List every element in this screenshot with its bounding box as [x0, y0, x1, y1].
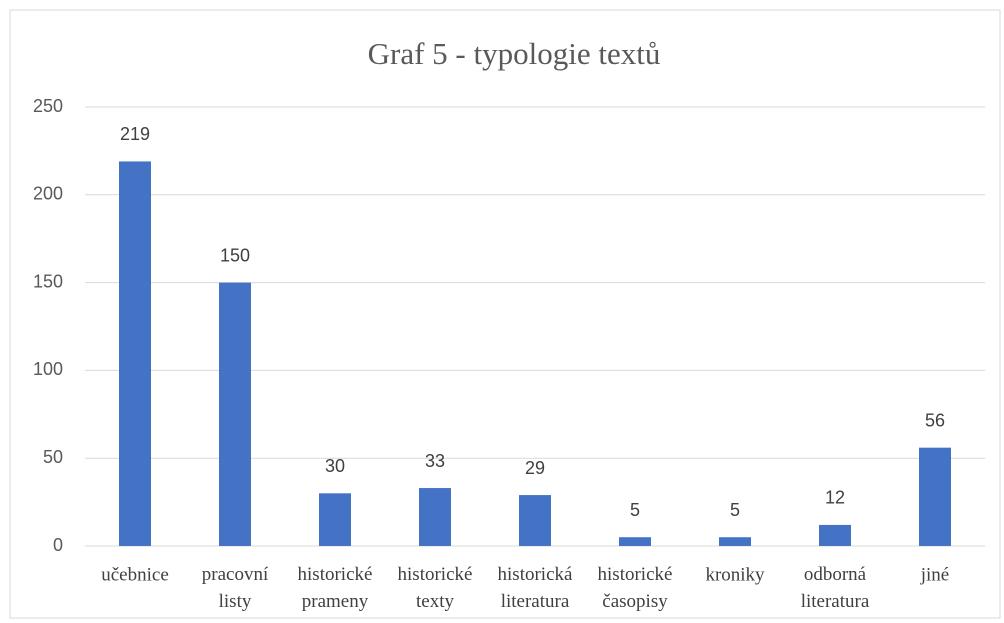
- bar: [619, 537, 651, 546]
- value-label: 5: [730, 500, 740, 520]
- value-label: 150: [220, 245, 250, 265]
- x-tick-label: historická literatura: [498, 564, 573, 612]
- x-tick-label: historické texty: [398, 564, 473, 612]
- x-tick-label: jiné: [920, 564, 950, 585]
- x-tick-label: historické časopisy: [598, 564, 673, 612]
- bar: [219, 282, 251, 546]
- bar: [419, 488, 451, 546]
- value-label: 5: [630, 500, 640, 520]
- value-label: 29: [525, 458, 545, 478]
- x-tick-label: kroniky: [705, 564, 765, 585]
- x-tick-label: pracovní listy: [202, 564, 269, 612]
- x-tick-label: historické prameny: [298, 564, 373, 612]
- chart-title: Graf 5 - typologie textů: [368, 36, 661, 71]
- y-tick-label: 150: [33, 271, 63, 291]
- bar: [919, 447, 951, 546]
- y-tick-label: 0: [53, 535, 63, 555]
- value-label: 219: [120, 124, 150, 144]
- y-tick-label: 200: [33, 184, 63, 204]
- bar: [119, 161, 151, 546]
- value-label: 12: [825, 488, 845, 508]
- y-tick-label: 50: [43, 447, 63, 467]
- value-label: 30: [325, 456, 345, 476]
- bar: [519, 495, 551, 546]
- bar: [719, 537, 751, 546]
- chart-frame: [9, 9, 1001, 619]
- bar: [319, 493, 351, 546]
- y-tick-label: 250: [33, 96, 63, 116]
- value-label: 56: [925, 410, 945, 430]
- x-tick-label: odborná literatura: [801, 564, 870, 612]
- x-tick-label: učebnice: [101, 564, 169, 585]
- bar: [819, 524, 851, 546]
- y-tick-label: 100: [33, 359, 63, 379]
- value-label: 33: [425, 451, 445, 471]
